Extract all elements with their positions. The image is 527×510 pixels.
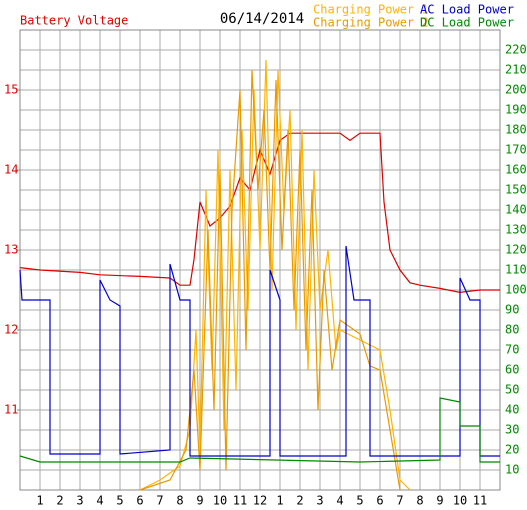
chart-title: 06/14/2014 [220, 11, 304, 27]
x-tick-label: 9 [436, 494, 443, 508]
plot-frame [19, 29, 501, 491]
x-tick-label: 12 [253, 494, 267, 508]
series-line [19, 132, 500, 294]
y2-tick-label: 170 [505, 143, 527, 157]
y2-tick-label: 70 [505, 343, 519, 357]
x-tick-label: 8 [416, 494, 423, 508]
y-tick-label: 15 [4, 83, 18, 97]
legend-label: AC Load Power [420, 3, 514, 17]
series-line [19, 397, 500, 463]
y-tick-label: 12 [4, 323, 18, 337]
series-line [19, 245, 500, 457]
y2-tick-label: 30 [505, 423, 519, 437]
y2-tick-label: 100 [505, 283, 527, 297]
y-tick-label: 13 [4, 243, 18, 257]
x-tick-label: 10 [213, 494, 227, 508]
y2-tick-label: 150 [505, 183, 527, 197]
y2-tick-label: 200 [505, 83, 527, 97]
y2-tick-label: 20 [505, 443, 519, 457]
y2-tick-label: 40 [505, 403, 519, 417]
x-tick-label: 9 [196, 494, 203, 508]
y-tick-label: 14 [4, 163, 18, 177]
x-tick-label: 6 [136, 494, 143, 508]
x-tick-label: 2 [56, 494, 63, 508]
x-tick-label: 8 [176, 494, 183, 508]
y2-tick-label: 220 [505, 43, 527, 57]
x-tick-label: 11 [473, 494, 487, 508]
y2-tick-label: 80 [505, 323, 519, 337]
x-tick-label: 3 [76, 494, 83, 508]
y2-tick-label: 90 [505, 303, 519, 317]
x-tick-label: 4 [336, 494, 343, 508]
x-tick-label: 6 [376, 494, 383, 508]
x-tick-label: 4 [96, 494, 103, 508]
legend-label: Charging Power 1 [313, 3, 429, 17]
y2-tick-label: 50 [505, 383, 519, 397]
legend-label: Charging Power 2 [313, 16, 429, 30]
y2-tick-label: 120 [505, 243, 527, 257]
y2-tick-label: 60 [505, 363, 519, 377]
y2-tick-label: 140 [505, 203, 527, 217]
y2-tick-label: 210 [505, 63, 527, 77]
y-tick-label: 11 [4, 403, 18, 417]
x-tick-label: 5 [356, 494, 363, 508]
x-tick-label: 10 [453, 494, 467, 508]
x-tick-label: 5 [116, 494, 123, 508]
y2-tick-label: 180 [505, 123, 527, 137]
y2-tick-label: 110 [505, 263, 527, 277]
series-line [139, 69, 401, 491]
legend-label: DC Load Power [420, 16, 514, 30]
x-tick-label: 11 [233, 494, 247, 508]
y2-tick-label: 160 [505, 163, 527, 177]
x-tick-label: 7 [156, 494, 163, 508]
series-line [139, 59, 411, 491]
y2-tick-label: 190 [505, 103, 527, 117]
y2-tick-label: 130 [505, 223, 527, 237]
x-tick-label: 7 [396, 494, 403, 508]
x-tick-label: 1 [276, 494, 283, 508]
legend-label: Battery Voltage [20, 14, 128, 28]
y2-tick-label: 10 [505, 463, 519, 477]
x-tick-label: 2 [296, 494, 303, 508]
x-tick-label: 3 [316, 494, 323, 508]
x-tick-label: 1 [36, 494, 43, 508]
